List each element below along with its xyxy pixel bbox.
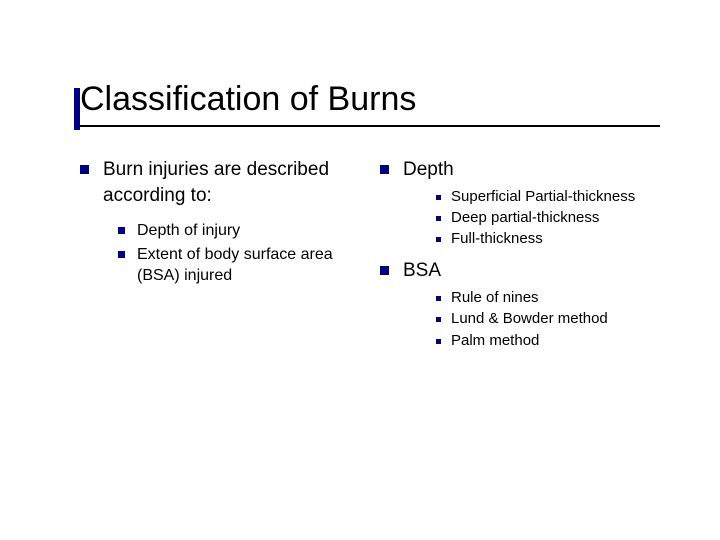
- square-bullet-icon: [80, 165, 89, 174]
- square-bullet-icon: [436, 237, 441, 242]
- square-bullet-icon: [436, 296, 441, 301]
- bullet-text: Extent of body surface area (BSA) injure…: [137, 244, 360, 287]
- bullet-text: Lund & Bowder method: [451, 309, 608, 329]
- title-underline: [80, 125, 660, 127]
- right-column: Depth Superficial Partial-thickness Deep…: [380, 157, 660, 352]
- bullet-text: Depth: [403, 157, 454, 183]
- bullet-level3: Superficial Partial-thickness: [436, 187, 660, 207]
- bullet-text: Rule of nines: [451, 288, 539, 308]
- title-accent-bar: [74, 88, 80, 130]
- bullet-text: Full-thickness: [451, 229, 543, 249]
- bullet-level3: Rule of nines: [436, 288, 660, 308]
- bullet-level1: Depth: [380, 157, 660, 183]
- bullet-level3: Deep partial-thickness: [436, 208, 660, 228]
- title-block: Classification of Burns: [80, 80, 660, 127]
- bullet-level3: Lund & Bowder method: [436, 309, 660, 329]
- bullet-text: Burn injuries are described according to…: [103, 157, 360, 208]
- bullet-level3: Palm method: [436, 331, 660, 351]
- square-bullet-icon: [436, 317, 441, 322]
- bullet-text: BSA: [403, 258, 441, 284]
- slide-title: Classification of Burns: [80, 80, 660, 119]
- bullet-text: Depth of injury: [137, 220, 240, 242]
- slide: Classification of Burns Burn injuries ar…: [0, 0, 720, 540]
- bullet-level1: Burn injuries are described according to…: [80, 157, 360, 208]
- square-bullet-icon: [380, 165, 389, 174]
- bullet-text: Deep partial-thickness: [451, 208, 599, 228]
- bullet-text: Palm method: [451, 331, 539, 351]
- bullet-level3: Full-thickness: [436, 229, 660, 249]
- square-bullet-icon: [118, 251, 125, 258]
- bullet-level2: Depth of injury: [118, 220, 360, 242]
- left-column: Burn injuries are described according to…: [80, 157, 360, 352]
- square-bullet-icon: [436, 339, 441, 344]
- bullet-level2: Extent of body surface area (BSA) injure…: [118, 244, 360, 287]
- square-bullet-icon: [380, 266, 389, 275]
- square-bullet-icon: [436, 216, 441, 221]
- square-bullet-icon: [118, 227, 125, 234]
- bullet-text: Superficial Partial-thickness: [451, 187, 635, 207]
- content-columns: Burn injuries are described according to…: [80, 157, 660, 352]
- bullet-level1: BSA: [380, 258, 660, 284]
- square-bullet-icon: [436, 195, 441, 200]
